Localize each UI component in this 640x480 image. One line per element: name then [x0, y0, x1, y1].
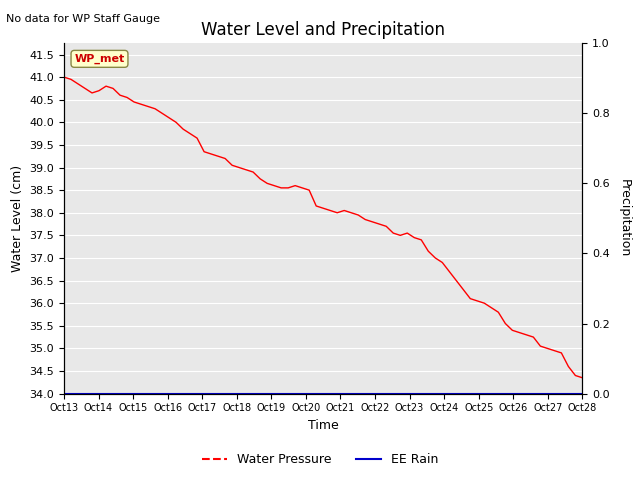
Y-axis label: Water Level (cm): Water Level (cm): [11, 165, 24, 272]
Legend: Water Pressure, EE Rain: Water Pressure, EE Rain: [196, 448, 444, 471]
Y-axis label: Precipitation: Precipitation: [618, 179, 630, 258]
X-axis label: Time: Time: [308, 419, 339, 432]
Title: Water Level and Precipitation: Water Level and Precipitation: [201, 21, 445, 39]
Text: WP_met: WP_met: [74, 54, 125, 64]
Text: No data for WP Staff Gauge: No data for WP Staff Gauge: [6, 14, 161, 24]
